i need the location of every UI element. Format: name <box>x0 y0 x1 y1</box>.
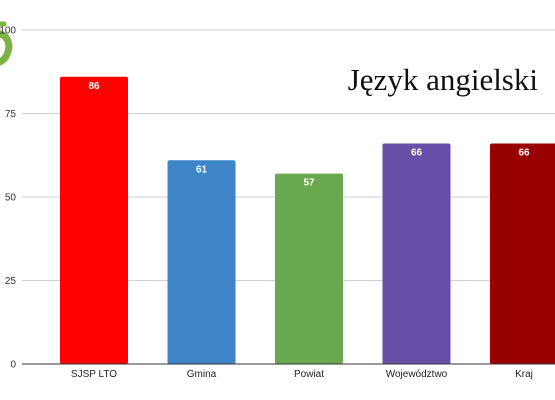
bar <box>167 160 236 364</box>
x-tick-label: Powiat <box>294 369 324 380</box>
bar <box>382 143 451 364</box>
y-axis-ticks: 0 25 50 75 100 <box>0 26 16 371</box>
y-tick-label: 100 <box>0 26 16 37</box>
data-label: 86 <box>88 81 100 92</box>
logo-fragment <box>0 21 13 66</box>
category-labels: SJSP LTO Gmina Powiat Województwo Kraj <box>71 369 533 380</box>
x-tick-label: Województwo <box>386 369 448 380</box>
x-tick-label: Kraj <box>515 369 533 380</box>
bars <box>60 76 555 364</box>
y-tick-label: 75 <box>5 109 17 120</box>
data-label: 57 <box>303 178 315 189</box>
bar <box>490 143 555 364</box>
y-tick-label: 0 <box>10 360 16 371</box>
data-label: 66 <box>411 148 423 159</box>
data-label: 61 <box>196 164 208 175</box>
y-tick-label: 25 <box>5 276 17 287</box>
chart-title: Język angielski <box>348 62 539 97</box>
y-tick-label: 50 <box>5 193 17 204</box>
bar <box>275 173 343 364</box>
data-labels: 86 61 57 66 66 <box>88 81 530 189</box>
data-label: 66 <box>518 148 530 159</box>
x-tick-label: SJSP LTO <box>71 369 117 380</box>
logo-arc <box>0 30 13 66</box>
bar <box>60 76 128 364</box>
x-tick-label: Gmina <box>187 369 217 380</box>
